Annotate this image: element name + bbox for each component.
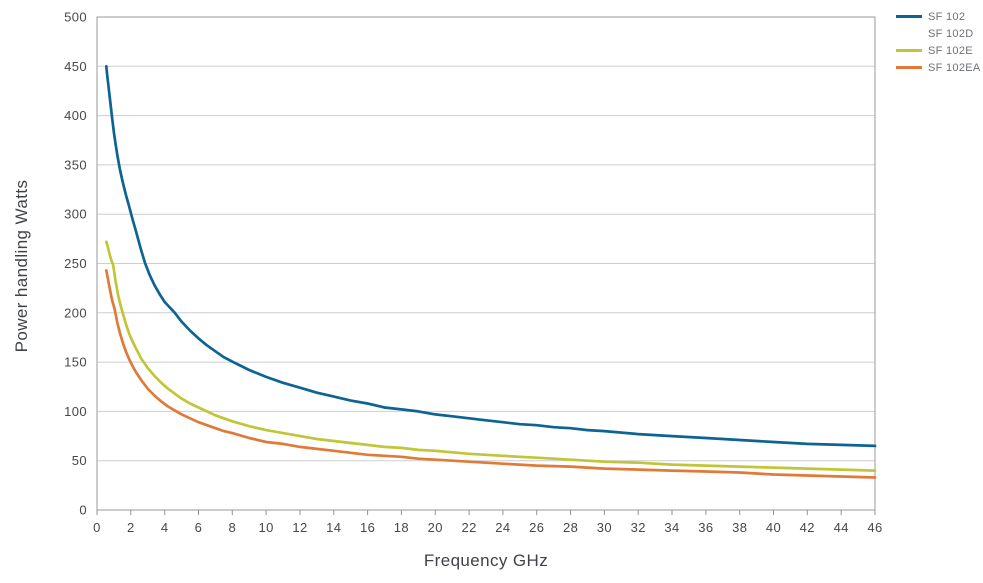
x-tick-label-40: 40 [766, 520, 781, 535]
x-tick-label-12: 12 [292, 520, 307, 535]
y-tick-label-0: 0 [79, 503, 87, 518]
legend-swatch-icon [896, 49, 922, 52]
legend-swatch-icon [896, 15, 922, 18]
plot-border [96, 16, 876, 511]
legend-label: SF 102 [928, 10, 966, 23]
x-tick-label-32: 32 [631, 520, 646, 535]
x-tick-label-22: 22 [461, 520, 476, 535]
y-tick-label-50: 50 [72, 453, 87, 468]
y-tick-label-250: 250 [64, 256, 87, 271]
x-tick-label-30: 30 [597, 520, 612, 535]
x-tick-label-4: 4 [161, 520, 169, 535]
x-tick-label-44: 44 [834, 520, 849, 535]
y-tick-label-400: 400 [64, 108, 87, 123]
x-tick-label-16: 16 [360, 520, 375, 535]
x-tick-label-42: 42 [800, 520, 815, 535]
series-line-SF-102 [104, 64, 877, 448]
legend-label: SF 102D [928, 27, 974, 40]
x-tick-label-0: 0 [93, 520, 101, 535]
x-tick-label-28: 28 [563, 520, 578, 535]
x-tick-label-38: 38 [732, 520, 747, 535]
x-tick-label-18: 18 [394, 520, 409, 535]
legend-item-SF-102D: SF 102D [896, 25, 982, 42]
y-tick-label-350: 350 [64, 157, 87, 172]
x-tick-label-6: 6 [195, 520, 203, 535]
y-tick-label-300: 300 [64, 207, 87, 222]
x-tick-label-20: 20 [428, 520, 443, 535]
series-line-SF-102E [104, 240, 877, 472]
y-tick-label-200: 200 [64, 305, 87, 320]
series-line-SF-102EA [104, 269, 877, 479]
y-tick-label-150: 150 [64, 355, 87, 370]
x-tick-label-36: 36 [698, 520, 713, 535]
legend: SF 102 SF 102D SF 102E SF 102EA [896, 8, 982, 76]
legend-swatch-icon [896, 32, 922, 35]
legend-item-SF-102E: SF 102E [896, 42, 982, 59]
legend-item-SF-102: SF 102 [896, 8, 982, 25]
x-tick-label-14: 14 [326, 520, 341, 535]
legend-label: SF 102E [928, 44, 973, 57]
legend-swatch-icon [896, 66, 922, 69]
x-tick-label-26: 26 [529, 520, 544, 535]
x-tick-label-8: 8 [228, 520, 236, 535]
y-tick-label-500: 500 [64, 10, 87, 25]
x-tick-label-24: 24 [495, 520, 510, 535]
x-tick-label-10: 10 [258, 520, 273, 535]
y-tick-label-450: 450 [64, 59, 87, 74]
x-tick-label-34: 34 [664, 520, 679, 535]
x-tick-label-46: 46 [867, 520, 882, 535]
x-tick-label-2: 2 [127, 520, 135, 535]
legend-item-SF-102EA: SF 102EA [896, 59, 982, 76]
y-tick-label-100: 100 [64, 404, 87, 419]
x-axis-title: Frequency GHz [423, 551, 549, 570]
legend-label: SF 102EA [928, 61, 981, 74]
y-axis-title: Power handling Watts [12, 179, 31, 353]
